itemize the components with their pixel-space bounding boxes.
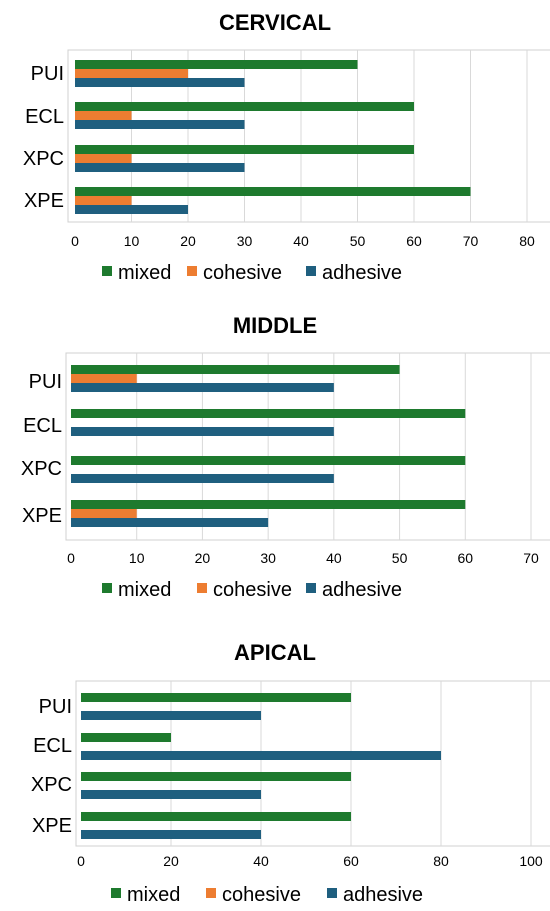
middle-tick-label: 20 bbox=[195, 550, 211, 566]
cervical-tick-label: 20 bbox=[180, 233, 196, 249]
apical-chart-title: APICAL bbox=[234, 640, 316, 665]
middle-tick-label: 0 bbox=[67, 550, 75, 566]
middle-tick-label: 40 bbox=[326, 550, 342, 566]
apical-bar-mixed-xpc bbox=[81, 772, 351, 781]
middle-bar-mixed-xpc bbox=[71, 456, 466, 465]
apical-legend-swatch-mixed bbox=[111, 888, 121, 898]
cervical-legend-label-mixed: mixed bbox=[118, 262, 171, 284]
cervical-bar-mixed-ecl bbox=[75, 102, 414, 111]
cervical-bar-cohesive-ecl bbox=[75, 111, 132, 120]
cervical-category-label: PUI bbox=[31, 63, 64, 85]
apical-category-label: ECL bbox=[33, 735, 72, 757]
cervical-bar-adhesive-xpe bbox=[75, 205, 188, 214]
middle-plot-area bbox=[65, 352, 550, 541]
apical-category-label: XPC bbox=[31, 774, 72, 796]
middle-bar-adhesive-ecl bbox=[71, 427, 334, 436]
middle-legend-swatch-mixed bbox=[102, 583, 112, 593]
cervical-tick-label: 30 bbox=[237, 233, 253, 249]
middle-category-label: ECL bbox=[23, 415, 62, 437]
apical-bar-adhesive-pui bbox=[81, 711, 261, 720]
cervical-bar-mixed-xpe bbox=[75, 187, 471, 196]
cervical-legend-label-adhesive: adhesive bbox=[322, 262, 402, 284]
middle-legend-label-adhesive: adhesive bbox=[322, 579, 402, 601]
cervical-bar-cohesive-xpe bbox=[75, 196, 132, 205]
apical-bar-adhesive-xpc bbox=[81, 790, 261, 799]
middle-bar-cohesive-xpe bbox=[71, 509, 137, 518]
apical-tick-label: 40 bbox=[253, 853, 269, 869]
middle-bar-mixed-xpe bbox=[71, 500, 466, 509]
middle-tick-label: 10 bbox=[129, 550, 145, 566]
apical-legend-label-cohesive: cohesive bbox=[222, 884, 301, 906]
cervical-chart-title: CERVICAL bbox=[219, 10, 331, 35]
cervical-bar-adhesive-xpc bbox=[75, 163, 245, 172]
middle-legend-swatch-adhesive bbox=[306, 583, 316, 593]
cervical-tick-label: 70 bbox=[463, 233, 479, 249]
cervical-bar-adhesive-ecl bbox=[75, 120, 245, 129]
apical-tick-label: 0 bbox=[77, 853, 85, 869]
middle-bar-adhesive-xpc bbox=[71, 474, 334, 483]
cervical-bar-cohesive-xpc bbox=[75, 154, 132, 163]
cervical-bar-mixed-pui bbox=[75, 60, 358, 69]
middle-category-label: XPE bbox=[22, 505, 62, 527]
cervical-legend-swatch-mixed bbox=[102, 266, 112, 276]
middle-tick-label: 50 bbox=[392, 550, 408, 566]
cervical-bar-mixed-xpc bbox=[75, 145, 414, 154]
apical-tick-label: 20 bbox=[163, 853, 179, 869]
middle-category-label: XPC bbox=[21, 458, 62, 480]
apical-tick-label: 100 bbox=[519, 853, 543, 869]
apical-tick-label: 60 bbox=[343, 853, 359, 869]
middle-bar-adhesive-xpe bbox=[71, 518, 269, 527]
middle-legend-swatch-cohesive bbox=[197, 583, 207, 593]
cervical-tick-label: 40 bbox=[293, 233, 309, 249]
cervical-tick-label: 50 bbox=[350, 233, 366, 249]
apical-plot-area bbox=[75, 680, 550, 847]
apical-category-label: PUI bbox=[39, 696, 72, 718]
cervical-bar-adhesive-pui bbox=[75, 78, 245, 87]
apical-category-label: XPE bbox=[32, 815, 72, 837]
middle-bar-mixed-pui bbox=[71, 365, 400, 374]
cervical-category-label: ECL bbox=[25, 106, 64, 128]
cervical-plot-area bbox=[67, 49, 550, 223]
cervical-tick-label: 80 bbox=[519, 233, 535, 249]
cervical-category-label: XPC bbox=[23, 148, 64, 170]
cervical-tick-label: 60 bbox=[406, 233, 422, 249]
middle-tick-label: 30 bbox=[260, 550, 276, 566]
apical-bar-adhesive-ecl bbox=[81, 751, 441, 760]
middle-bar-mixed-ecl bbox=[71, 409, 466, 418]
apical-legend-swatch-cohesive bbox=[206, 888, 216, 898]
middle-chart-title: MIDDLE bbox=[233, 313, 317, 338]
middle-bar-adhesive-pui bbox=[71, 383, 334, 392]
cervical-bar-cohesive-pui bbox=[75, 69, 188, 78]
cervical-tick-label: 10 bbox=[124, 233, 140, 249]
middle-tick-label: 60 bbox=[457, 550, 473, 566]
cervical-tick-label: 0 bbox=[71, 233, 79, 249]
apical-legend-label-adhesive: adhesive bbox=[343, 884, 423, 906]
apical-bar-adhesive-xpe bbox=[81, 830, 261, 839]
cervical-legend-swatch-cohesive bbox=[187, 266, 197, 276]
middle-legend-label-cohesive: cohesive bbox=[213, 579, 292, 601]
cervical-category-label: XPE bbox=[24, 190, 64, 212]
middle-tick-label: 70 bbox=[523, 550, 539, 566]
cervical-legend-label-cohesive: cohesive bbox=[203, 262, 282, 284]
cervical-legend-swatch-adhesive bbox=[306, 266, 316, 276]
apical-tick-label: 80 bbox=[433, 853, 449, 869]
middle-bar-cohesive-pui bbox=[71, 374, 137, 383]
middle-category-label: PUI bbox=[29, 371, 62, 393]
apical-legend-swatch-adhesive bbox=[327, 888, 337, 898]
apical-bar-mixed-xpe bbox=[81, 812, 351, 821]
middle-legend-label-mixed: mixed bbox=[118, 579, 171, 601]
apical-legend-label-mixed: mixed bbox=[127, 884, 180, 906]
apical-bar-mixed-ecl bbox=[81, 733, 171, 742]
apical-bar-mixed-pui bbox=[81, 693, 351, 702]
